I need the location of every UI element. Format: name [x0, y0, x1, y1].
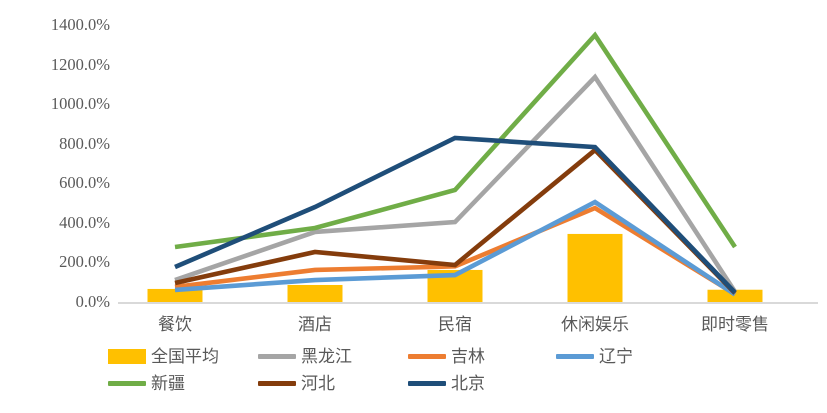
x-axis-tick-label: 酒店 — [298, 315, 332, 334]
x-axis-tick-label: 民宿 — [438, 315, 472, 334]
legend-line-swatch-icon — [258, 354, 296, 359]
chart-legend: 全国平均 黑龙江 吉林 辽宁新疆 河北 北京 — [108, 348, 808, 406]
bar-series — [147, 233, 763, 302]
legend-item-label: 北京 — [451, 374, 485, 393]
legend-item-label: 河北 — [301, 374, 335, 393]
legend-line-swatch-icon — [108, 381, 146, 386]
y-axis-tick-label: 1200.0% — [50, 54, 110, 74]
x-axis-line — [118, 302, 818, 304]
y-axis-tick-label: 0.0% — [75, 292, 110, 311]
y-axis-tick-label: 400.0% — [59, 212, 110, 232]
y-axis-tick-label: 800.0% — [59, 133, 110, 153]
x-axis-tick-label: 休闲娱乐 — [561, 315, 629, 334]
line-series — [174, 135, 737, 295]
legend-item[interactable]: 辽宁 — [556, 348, 633, 365]
y-axis: 1400.0% 1200.0% 1000.0% 800.0% 600.0% 400.0% 2… — [0, 0, 118, 320]
legend-line-swatch-icon — [556, 354, 594, 359]
line-series — [174, 73, 737, 293]
legend-item-label: 辽宁 — [599, 347, 633, 366]
y-axis-tick-label: 200.0% — [59, 252, 110, 272]
legend-item-label: 全国平均 — [151, 347, 219, 366]
chart-series-layer — [147, 31, 763, 302]
x-axis-tick-label: 即时零售 — [701, 315, 769, 334]
legend-item-label: 新疆 — [151, 374, 185, 393]
x-axis: 餐饮 酒店 民宿 休闲娱乐 即时零售 — [118, 304, 818, 344]
bar-data-point — [147, 288, 203, 302]
line-series — [174, 199, 737, 297]
legend-bar-swatch-icon — [108, 349, 146, 364]
y-axis-tick-label: 600.0% — [59, 173, 110, 193]
plot-area — [118, 0, 818, 320]
legend-item-label: 黑龙江 — [301, 347, 352, 366]
legend-item[interactable]: 吉林 — [408, 348, 485, 365]
bar-data-point — [567, 233, 623, 302]
legend-item[interactable]: 黑龙江 — [258, 348, 352, 365]
legend-item[interactable]: 新疆 — [108, 375, 185, 392]
legend-item[interactable]: 河北 — [258, 375, 335, 392]
y-axis-tick-label: 1000.0% — [50, 94, 110, 114]
legend-item[interactable]: 北京 — [408, 375, 485, 392]
x-axis-tick-label: 餐饮 — [158, 315, 192, 334]
bar-data-point — [287, 284, 343, 302]
bar-data-point — [707, 289, 763, 302]
legend-line-swatch-icon — [258, 381, 296, 386]
legend-item[interactable]: 全国平均 — [108, 348, 219, 365]
y-axis-tick-label: 1400.0% — [50, 15, 110, 34]
legend-line-swatch-icon — [408, 381, 446, 386]
legend-item-label: 吉林 — [451, 347, 485, 366]
legend-line-swatch-icon — [408, 354, 446, 359]
line-series — [174, 31, 737, 250]
